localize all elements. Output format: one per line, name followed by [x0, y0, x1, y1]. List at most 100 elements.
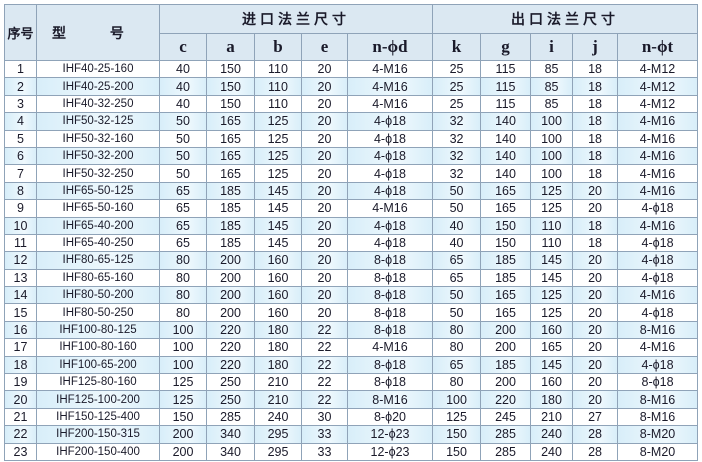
cell-a: 220	[206, 338, 255, 357]
cell-e: 20	[301, 59, 348, 79]
cell-k: 50	[432, 181, 482, 201]
cell-j: 18	[572, 216, 619, 235]
cell-i: 160	[530, 320, 574, 340]
cell-j: 18	[572, 164, 619, 183]
cell-n-t: 8-M20	[617, 425, 699, 444]
table-row: 1 IHF40-25-160 40 150 110 20 4-M16 25 115 85 18 4-M…	[4, 59, 699, 79]
cell-n-t: 4-ϕ18	[617, 268, 699, 288]
header-model: 型 号	[36, 4, 160, 61]
cell-k: 50	[432, 199, 482, 218]
cell-c: 100	[159, 320, 207, 340]
cell-seq: 6	[4, 146, 37, 166]
table-row: 15 IHF80-50-250 80 200 160 20 8-ϕ18 50 165 125 20 4…	[4, 303, 699, 322]
cell-k: 50	[432, 286, 482, 305]
cell-seq: 7	[4, 164, 37, 183]
cell-j: 20	[572, 338, 619, 357]
cell-c: 150	[159, 407, 207, 427]
cell-c: 200	[159, 425, 207, 444]
cell-n-d: 12-ϕ23	[346, 442, 434, 461]
cell-n-d: 8-M16	[346, 390, 434, 409]
table-row: 9 IHF65-50-160 65 185 145 20 4-M16 50 165 125 20 4-…	[4, 199, 699, 218]
cell-c: 40	[159, 59, 207, 79]
cell-i: 125	[530, 286, 574, 305]
cell-i: 240	[530, 425, 574, 444]
cell-k: 150	[432, 442, 482, 461]
cell-a: 185	[206, 216, 255, 235]
cell-seq: 13	[4, 268, 37, 288]
cell-seq: 18	[4, 355, 37, 375]
flange-dimensions-table: 序号 型 号 进口法兰尺寸 出口法兰尺寸 c a b e n-ϕd k g i …	[4, 4, 699, 461]
cell-j: 28	[572, 425, 619, 444]
cell-a: 165	[206, 146, 255, 166]
cell-n-d: 4-M16	[346, 77, 434, 96]
cell-j: 18	[572, 94, 619, 114]
cell-k: 150	[432, 425, 482, 444]
cell-j: 20	[572, 199, 619, 218]
cell-a: 220	[206, 320, 255, 340]
cell-c: 125	[159, 390, 207, 409]
cell-i: 160	[530, 373, 574, 392]
cell-g: 150	[480, 233, 532, 253]
cell-g: 115	[480, 94, 532, 114]
table-body: 1 IHF40-25-160 40 150 110 20 4-M16 25 115 85 18 4-M…	[4, 59, 699, 461]
cell-n-t: 4-M16	[617, 146, 699, 166]
cell-n-t: 4-M16	[617, 216, 699, 235]
header-b: b	[254, 33, 302, 61]
table-row: 12 IHF80-65-125 80 200 160 20 8-ϕ18 65 185 145 20 4…	[4, 251, 699, 270]
cell-model: IHF65-50-160	[36, 199, 160, 218]
cell-model: IHF200-150-400	[36, 442, 160, 461]
cell-e: 20	[301, 77, 348, 96]
cell-i: 145	[530, 355, 574, 375]
cell-i: 110	[530, 216, 574, 235]
cell-n-d: 4-M16	[346, 59, 434, 79]
cell-n-t: 4-M12	[617, 77, 699, 96]
cell-j: 18	[572, 233, 619, 253]
cell-g: 165	[480, 286, 532, 305]
cell-i: 125	[530, 199, 574, 218]
table-row: 5 IHF50-32-160 50 165 125 20 4-ϕ18 32 140 100 18 4-…	[4, 129, 699, 148]
header-e: e	[301, 33, 348, 61]
cell-c: 65	[159, 199, 207, 218]
cell-a: 340	[206, 425, 255, 444]
cell-e: 33	[301, 442, 348, 461]
cell-seq: 15	[4, 303, 37, 322]
cell-g: 140	[480, 164, 532, 183]
cell-n-t: 4-M16	[617, 286, 699, 305]
cell-n-t: 4-ϕ18	[617, 303, 699, 322]
cell-c: 80	[159, 286, 207, 305]
cell-seq: 22	[4, 425, 37, 444]
cell-c: 100	[159, 338, 207, 357]
cell-seq: 19	[4, 373, 37, 392]
cell-g: 185	[480, 268, 532, 288]
cell-b: 145	[254, 233, 302, 253]
cell-a: 200	[206, 286, 255, 305]
cell-b: 110	[254, 94, 302, 114]
cell-g: 165	[480, 303, 532, 322]
cell-a: 150	[206, 94, 255, 114]
cell-n-t: 8-ϕ18	[617, 373, 699, 392]
table-row: 10 IHF65-40-200 65 185 145 20 4-ϕ18 40 150 110 18 4…	[4, 216, 699, 235]
cell-a: 185	[206, 199, 255, 218]
cell-i: 125	[530, 181, 574, 201]
cell-j: 18	[572, 129, 619, 148]
cell-a: 165	[206, 164, 255, 183]
cell-n-d: 4-M16	[346, 199, 434, 218]
cell-c: 40	[159, 77, 207, 96]
header-c: c	[159, 33, 207, 61]
cell-n-d: 4-ϕ18	[346, 164, 434, 183]
cell-b: 160	[254, 251, 302, 270]
cell-g: 285	[480, 425, 532, 444]
table-row: 18 IHF100-65-200 100 220 180 22 8-ϕ18 65 185 145 2…	[4, 355, 699, 375]
cell-n-d: 4-M16	[346, 94, 434, 114]
cell-k: 25	[432, 94, 482, 114]
cell-g: 150	[480, 216, 532, 235]
cell-j: 20	[572, 268, 619, 288]
cell-seq: 16	[4, 320, 37, 340]
cell-b: 125	[254, 146, 302, 166]
cell-e: 22	[301, 338, 348, 357]
header-j: j	[572, 33, 619, 61]
cell-i: 180	[530, 390, 574, 409]
cell-seq: 10	[4, 216, 37, 235]
cell-model: IHF40-25-200	[36, 77, 160, 96]
cell-j: 20	[572, 320, 619, 340]
